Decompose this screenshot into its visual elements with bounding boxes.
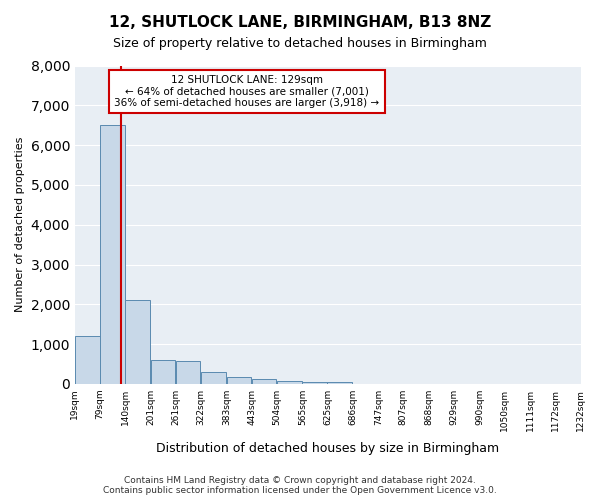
X-axis label: Distribution of detached houses by size in Birmingham: Distribution of detached houses by size … xyxy=(156,442,499,455)
Bar xyxy=(125,300,150,384)
Bar xyxy=(100,125,125,384)
Bar xyxy=(75,336,100,384)
Bar xyxy=(176,361,200,384)
Bar xyxy=(227,377,251,384)
Bar xyxy=(328,382,352,384)
Text: 12, SHUTLOCK LANE, BIRMINGHAM, B13 8NZ: 12, SHUTLOCK LANE, BIRMINGHAM, B13 8NZ xyxy=(109,15,491,30)
Bar xyxy=(302,382,327,384)
Y-axis label: Number of detached properties: Number of detached properties xyxy=(15,137,25,312)
Text: Contains HM Land Registry data © Crown copyright and database right 2024.
Contai: Contains HM Land Registry data © Crown c… xyxy=(103,476,497,495)
Bar xyxy=(251,380,276,384)
Bar xyxy=(201,372,226,384)
Bar xyxy=(277,381,302,384)
Text: Size of property relative to detached houses in Birmingham: Size of property relative to detached ho… xyxy=(113,38,487,51)
Bar xyxy=(151,360,175,384)
Text: 12 SHUTLOCK LANE: 129sqm
← 64% of detached houses are smaller (7,001)
36% of sem: 12 SHUTLOCK LANE: 129sqm ← 64% of detach… xyxy=(114,75,379,108)
